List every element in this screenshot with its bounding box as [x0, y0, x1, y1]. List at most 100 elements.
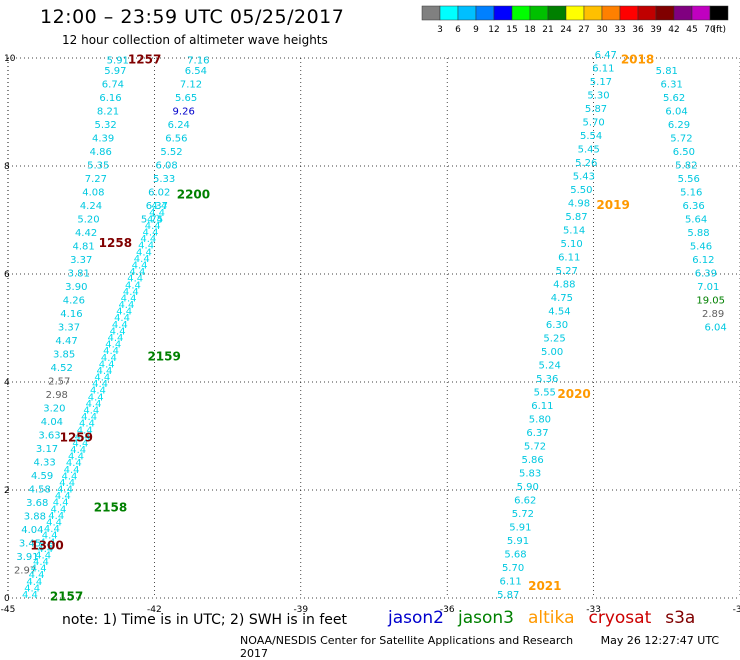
swh-value: 5.16 — [680, 188, 702, 199]
time-label: 2021 — [528, 579, 561, 593]
swh-value: 6.02 — [148, 188, 170, 199]
colorbar-tick-label: 70 — [704, 25, 716, 34]
colorbar-tick-label: 6 — [455, 25, 461, 34]
swh-value: 5.62 — [663, 93, 685, 104]
swh-value-dense: 4.4 — [114, 313, 130, 324]
swh-value: 4.39 — [92, 134, 114, 145]
swh-value: 6.37 — [146, 201, 168, 212]
swh-value: 6.04 — [665, 107, 687, 118]
swh-value: 5.55 — [534, 388, 556, 399]
time-label: 2019 — [596, 198, 629, 212]
swh-value: 7.27 — [85, 174, 107, 185]
swh-value: 5.56 — [678, 174, 700, 185]
credits: NOAA/NESDIS Center for Satellite Applica… — [240, 634, 740, 660]
swh-value: 4.04 — [41, 417, 63, 428]
swh-value: 6.11 — [531, 401, 553, 412]
swh-value-dense: 4.4 — [24, 583, 40, 594]
time-label: 2018 — [621, 52, 654, 66]
swh-value: 2.98 — [46, 390, 68, 401]
swh-value: 5.72 — [670, 134, 692, 145]
legend-item: jason2 — [388, 608, 444, 628]
swh-value: 5.81 — [656, 66, 678, 77]
swh-value-dense: 4.4 — [77, 425, 93, 436]
x-tick-label: -36 — [440, 605, 455, 615]
colorbar-tick-label: 9 — [473, 25, 479, 34]
swh-value: 5.20 — [77, 215, 99, 226]
swh-value: 7.01 — [697, 282, 719, 293]
swh-value: 4.86 — [90, 147, 112, 158]
swh-value: 5.64 — [685, 215, 707, 226]
swh-value-dense: 4.4 — [140, 234, 156, 245]
swh-value: 6.29 — [668, 120, 690, 131]
swh-value: 9.26 — [173, 107, 195, 118]
swh-value: 5.72 — [524, 442, 546, 453]
swh-value: 6.12 — [692, 255, 714, 266]
swh-value: 5.36 — [536, 374, 558, 385]
swh-value: 3.37 — [70, 255, 92, 266]
swh-value: 6.11 — [558, 253, 580, 264]
swh-value-dense: 4.4 — [66, 458, 82, 469]
colorbar-tick-label: 42 — [668, 25, 679, 34]
swh-value: 5.00 — [541, 347, 563, 358]
time-label: 1300 — [30, 538, 63, 552]
y-tick-label: 8 — [4, 162, 10, 172]
swh-value-dense: 4.4 — [103, 346, 119, 357]
swh-value: 5.80 — [529, 415, 551, 426]
swh-value: 3.88 — [24, 512, 46, 523]
satellite-legend: jason2 jason3 altika cryosat s3a — [388, 608, 709, 628]
swh-value-dense: 4.4 — [53, 498, 69, 509]
swh-value-dense: 4.4 — [121, 293, 137, 304]
footnote: note: 1) Time is in UTC; 2) SWH is in fe… — [62, 612, 348, 628]
swh-value-dense: 4.4 — [22, 590, 38, 601]
swh-value: 6.16 — [99, 93, 121, 104]
time-label: 2157 — [50, 590, 83, 604]
swh-value: 4.75 — [551, 293, 573, 304]
swh-value: 19.05 — [696, 296, 725, 307]
swh-value-dense: 4.4 — [149, 208, 165, 219]
swh-value: 6.24 — [168, 120, 190, 131]
swh-value: 4.98 — [568, 199, 590, 210]
colorbar-tick-label: 27 — [578, 25, 589, 34]
swh-value-dense: 4.4 — [51, 504, 67, 515]
swh-value: 5.50 — [570, 185, 592, 196]
swh-value: 5.91 — [507, 536, 529, 547]
swh-value: 4.81 — [73, 242, 95, 253]
swh-value: 6.56 — [165, 134, 187, 145]
swh-value: 3.68 — [26, 498, 48, 509]
swh-value-dense: 4.4 — [138, 241, 154, 252]
legend-item: jason3 — [458, 608, 514, 628]
y-tick-label: 0 — [4, 594, 10, 604]
swh-value: 4.26 — [63, 296, 85, 307]
time-label: 2020 — [557, 387, 590, 401]
colorbar-tick-label: 45 — [686, 25, 697, 34]
swh-value: 5.33 — [153, 174, 175, 185]
swh-value: 5.70 — [582, 118, 604, 129]
swh-value: 5.45 — [578, 145, 600, 156]
colorbar-tick-label: 24 — [560, 25, 572, 34]
time-label: 1257 — [128, 52, 161, 66]
swh-value: 5.70 — [502, 563, 524, 574]
swh-value: 4.88 — [553, 280, 575, 291]
swh-value-dense: 4.4 — [116, 307, 132, 318]
colorbar-unit: (ft) — [712, 25, 726, 34]
swh-value: 6.47 — [595, 50, 617, 61]
y-tick-label: 2 — [4, 486, 10, 496]
swh-value: 4.47 — [55, 336, 77, 347]
page-subtitle: 12 hour collection of altimeter wave hei… — [62, 33, 328, 47]
swh-value-dense: 4.4 — [59, 478, 75, 489]
swh-value-dense: 4.4 — [92, 379, 108, 390]
legend-item: cryosat — [588, 608, 652, 628]
swh-value-dense: 4.4 — [94, 373, 110, 384]
colorbar-tick-label: 36 — [632, 25, 644, 34]
x-tick-label: -33 — [586, 605, 601, 615]
swh-value-dense: 4.4 — [29, 570, 45, 581]
swh-value-dense: 4.4 — [44, 524, 60, 535]
time-label: 2200 — [177, 187, 210, 201]
swh-value: 5.72 — [512, 509, 534, 520]
swh-value: 4.59 — [31, 471, 53, 482]
colorbar-tick-label: 33 — [614, 25, 625, 34]
swh-value: 4.24 — [80, 201, 102, 212]
swh-value: 5.82 — [675, 161, 697, 172]
swh-value: 5.87 — [497, 590, 519, 601]
